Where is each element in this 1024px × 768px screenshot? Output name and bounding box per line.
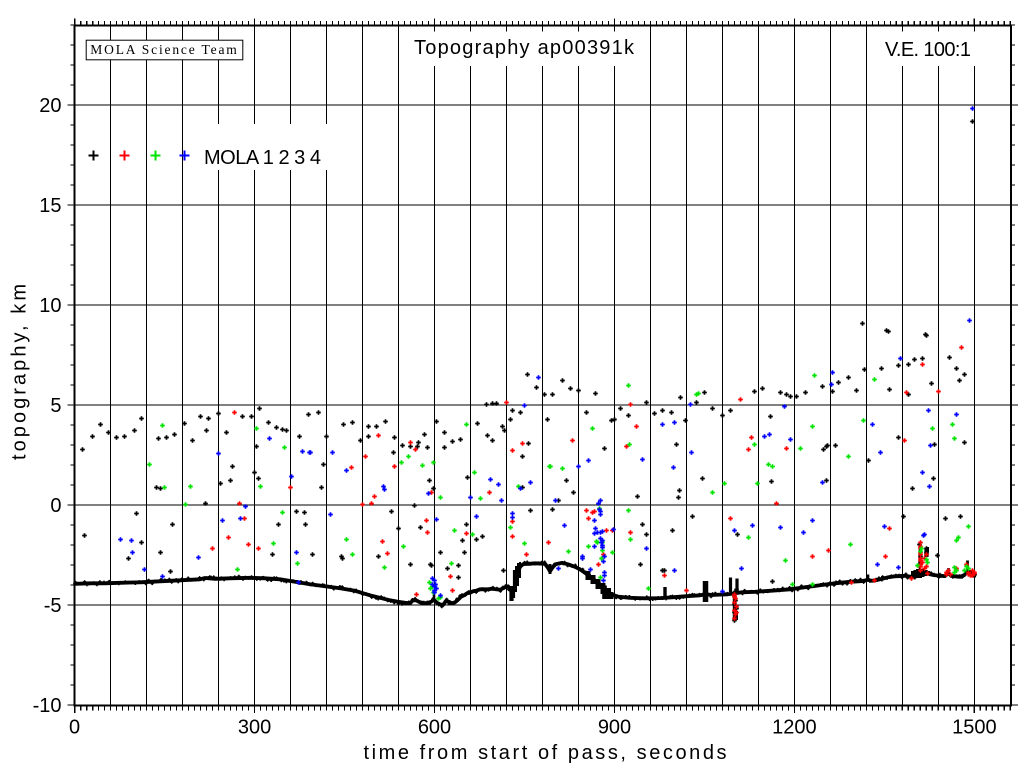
- svg-text:1200: 1200: [772, 717, 817, 739]
- svg-text:600: 600: [418, 717, 451, 739]
- svg-text:-5: -5: [44, 595, 62, 617]
- svg-text:-10: -10: [33, 695, 62, 717]
- svg-text:0: 0: [50, 495, 61, 517]
- svg-text:300: 300: [238, 717, 271, 739]
- svg-text:10: 10: [39, 295, 61, 317]
- svg-text:MOLA Science Team: MOLA Science Team: [90, 42, 237, 57]
- svg-text:1500: 1500: [952, 717, 997, 739]
- svg-text:15: 15: [39, 195, 61, 217]
- svg-text:MOLA 1 2 3 4: MOLA 1 2 3 4: [204, 147, 321, 169]
- svg-text:5: 5: [50, 395, 61, 417]
- svg-text:time from start of pass, secon: time from start of pass, seconds: [364, 742, 727, 764]
- svg-text:V.E. 100:1: V.E. 100:1: [885, 39, 971, 61]
- svg-text:Topography ap00391k: Topography ap00391k: [414, 37, 635, 59]
- svg-text:20: 20: [39, 95, 61, 117]
- svg-text:900: 900: [598, 717, 631, 739]
- svg-text:0: 0: [69, 717, 80, 739]
